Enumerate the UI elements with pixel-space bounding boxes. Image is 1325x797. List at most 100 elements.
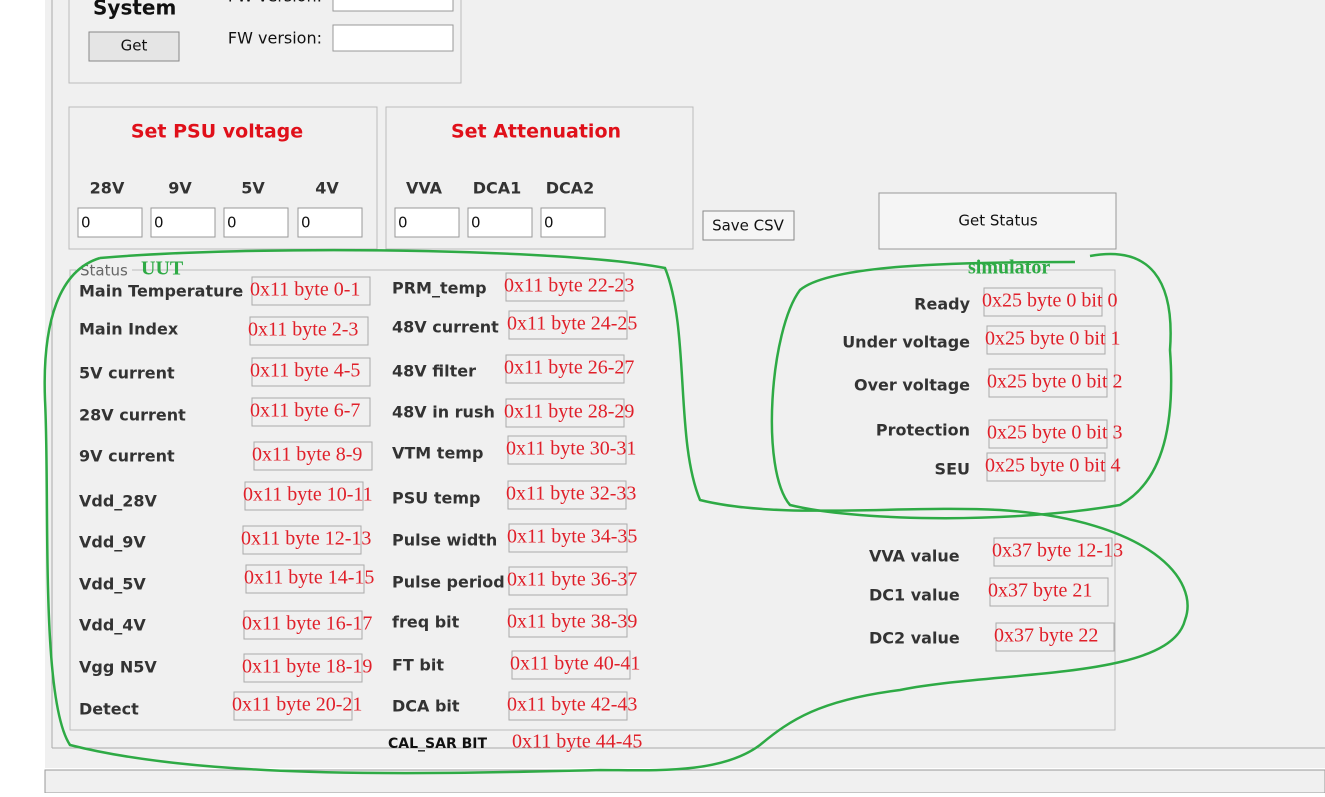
input-box[interactable]: [77, 207, 143, 238]
status-value: 0x11 byte 44-45: [512, 731, 642, 753]
input-box[interactable]: [540, 207, 606, 238]
status-bar: [44, 769, 1325, 794]
attenuation-group: [385, 106, 694, 250]
status-label: Main Temperature: [79, 282, 243, 301]
value-box: [244, 481, 364, 511]
simulator-note: simulator: [968, 257, 1050, 279]
input-value[interactable]: 0: [471, 214, 481, 232]
status-value: 0x11 byte 32-33: [506, 483, 636, 505]
value-box: [505, 398, 625, 428]
system-title: System: [93, 0, 176, 20]
status-value: 0x11 byte 10-11: [243, 484, 373, 506]
status-value: 0x11 byte 40-41: [510, 653, 640, 675]
field-label: 4V: [315, 179, 339, 198]
status-label: Vdd_9V: [79, 533, 146, 552]
field-label: DCA2: [546, 179, 595, 198]
value-box: [995, 622, 1115, 652]
status-label: 48V in rush: [392, 403, 495, 422]
status-value: 0x11 byte 24-25: [507, 313, 637, 335]
value-box: [243, 610, 363, 640]
status-label: FT bit: [392, 656, 444, 675]
status-value: 0x11 byte 22-23: [504, 275, 634, 297]
input-box[interactable]: [394, 207, 460, 238]
status-label: VVA value: [869, 547, 960, 566]
fw-input[interactable]: [332, 0, 454, 12]
value-box: [251, 357, 371, 387]
field-label: VVA: [406, 179, 443, 198]
status-value: 0x11 byte 16-17: [242, 613, 372, 635]
input-value[interactable]: 0: [227, 214, 237, 232]
status-label: Status: [80, 262, 128, 280]
input-box[interactable]: [467, 207, 533, 238]
status-value: 0x11 byte 34-35: [507, 526, 637, 548]
get-button-label[interactable]: Get: [121, 37, 148, 55]
status-label: PSU temp: [392, 489, 480, 508]
status-group: [69, 269, 1116, 731]
status-label: freq bit: [392, 613, 460, 632]
uut-outline: [43, 248, 1189, 775]
status-label: DC2 value: [869, 629, 960, 648]
input-box[interactable]: [223, 207, 289, 238]
status-label: DC1 value: [869, 586, 960, 605]
status-label: Main Index: [79, 320, 179, 339]
get-status-button[interactable]: [878, 192, 1117, 250]
get-button[interactable]: [88, 31, 180, 62]
field-label: DCA1: [473, 179, 522, 198]
status-label: SEU: [935, 460, 970, 479]
value-box: [508, 566, 628, 596]
value-box: [249, 316, 369, 346]
status-label: Vdd_5V: [79, 575, 146, 594]
status-label: 28V current: [79, 406, 186, 425]
value-box: [508, 691, 628, 721]
field-label: 5V: [241, 179, 265, 198]
status-value: 0x37 byte 22: [994, 625, 1098, 647]
field-label: 9V: [168, 179, 192, 198]
input-box[interactable]: [297, 207, 363, 238]
input-value[interactable]: 0: [544, 214, 554, 232]
value-box: [505, 354, 625, 384]
status-value: 0x11 byte 8-9: [252, 444, 362, 466]
input-value[interactable]: 0: [81, 214, 91, 232]
get-status-label[interactable]: Get Status: [958, 212, 1037, 230]
status-value: 0x37 byte 12-13: [992, 540, 1123, 562]
value-box: [508, 608, 628, 638]
status-label: DCA bit: [392, 697, 460, 716]
fw-label: FW version:: [228, 29, 322, 48]
status-label: Vdd_4V: [79, 616, 146, 635]
status-label: 48V current: [392, 318, 499, 337]
input-value[interactable]: 0: [301, 214, 311, 232]
value-box: [507, 435, 627, 465]
status-label: Detect: [79, 700, 139, 719]
status-value: 0x11 byte 38-39: [507, 611, 637, 633]
system-group: [68, 0, 462, 84]
status-label: Pulse width: [392, 531, 497, 550]
status-value: 0x11 byte 0-1: [250, 279, 360, 301]
value-box: [508, 523, 628, 553]
status-value: 0x11 byte 14-15: [244, 567, 374, 589]
status-label: Vgg N5V: [79, 658, 157, 677]
status-value: 0x25 byte 0 bit 3: [987, 422, 1123, 444]
simulator-outline: [770, 252, 1173, 520]
input-value[interactable]: 0: [154, 214, 164, 232]
save-csv-button[interactable]: [702, 210, 795, 241]
save-csv-label[interactable]: Save CSV: [712, 217, 785, 235]
value-box: [988, 368, 1108, 398]
input-box[interactable]: [150, 207, 216, 238]
input-value[interactable]: 0: [398, 214, 408, 232]
status-value: 0x25 byte 0 bit 1: [985, 328, 1121, 350]
value-box: [993, 537, 1113, 567]
value-box: [251, 276, 371, 306]
uut-note: UUT: [141, 258, 184, 280]
value-box: [233, 691, 353, 721]
status-label: Ready: [914, 295, 970, 314]
value-box: [983, 287, 1103, 317]
value-box: [986, 452, 1106, 482]
fw-input[interactable]: [332, 24, 454, 52]
status-value: 0x25 byte 0 bit 0: [982, 290, 1118, 312]
value-box: [507, 480, 627, 510]
status-value: 0x11 byte 20-21: [232, 694, 362, 716]
psu-group: [68, 106, 378, 250]
status-value: 0x11 byte 30-31: [506, 438, 636, 460]
status-value: 0x11 byte 28-29: [504, 401, 634, 423]
